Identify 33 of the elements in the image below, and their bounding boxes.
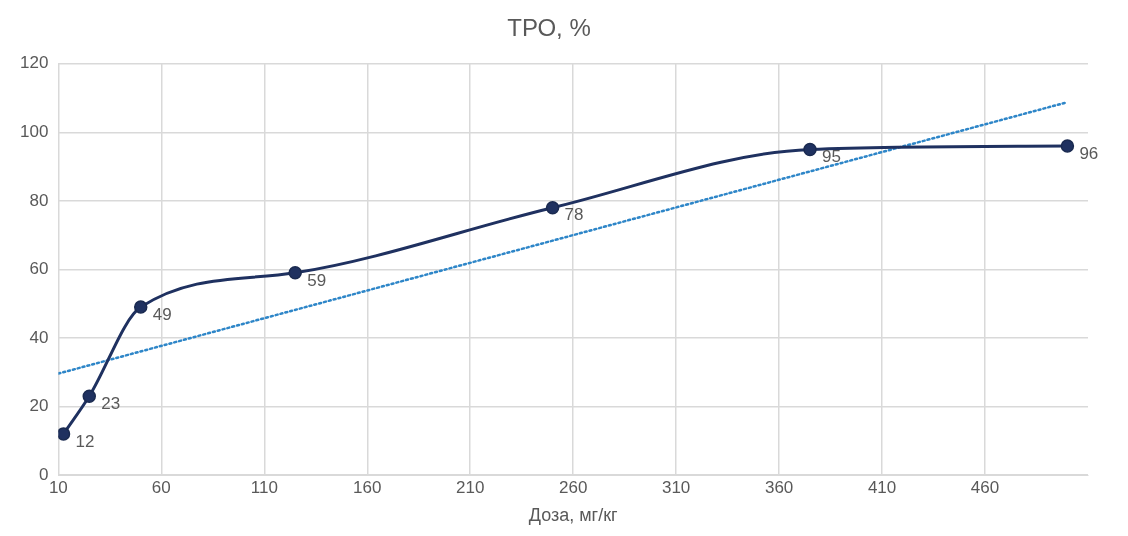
y-tick-label: 80 xyxy=(29,190,49,210)
x-tick-label: 410 xyxy=(867,477,897,497)
data-label: 78 xyxy=(564,205,584,225)
point xyxy=(133,300,148,314)
y-tick-label: 40 xyxy=(29,327,49,347)
x-tick-label: 160 xyxy=(353,477,382,497)
y-tick-label: 0 xyxy=(38,464,49,484)
point xyxy=(58,427,71,441)
x-tick-label: 260 xyxy=(558,477,588,497)
x-tick-label: 110 xyxy=(250,477,278,497)
x-tick-label: 60 xyxy=(151,477,171,497)
y-tick-label: 100 xyxy=(19,122,49,142)
point xyxy=(803,142,817,157)
data-label: 59 xyxy=(307,270,327,290)
y-tick-label: 60 xyxy=(29,259,49,279)
point xyxy=(288,266,302,280)
data-label: 95 xyxy=(822,147,841,167)
x-tick-label: 460 xyxy=(970,477,1000,497)
x-tick-label: 360 xyxy=(764,477,794,497)
chart-title: ТРО, % xyxy=(507,14,591,42)
y-tick-label: 20 xyxy=(29,396,49,416)
point xyxy=(1060,139,1075,153)
data-label: 23 xyxy=(101,393,121,413)
point xyxy=(82,389,96,403)
x-tick-label: 310 xyxy=(661,477,691,497)
data-label: 96 xyxy=(1079,143,1099,163)
x-axis-title: Доза, мг/кг xyxy=(528,505,619,526)
data-label: 49 xyxy=(152,304,172,324)
x-tick-label: 210 xyxy=(456,477,485,497)
y-tick-label: 120 xyxy=(19,53,49,73)
x-tick-label: 10 xyxy=(48,477,68,497)
data-label: 12 xyxy=(75,431,95,451)
point xyxy=(545,200,560,215)
